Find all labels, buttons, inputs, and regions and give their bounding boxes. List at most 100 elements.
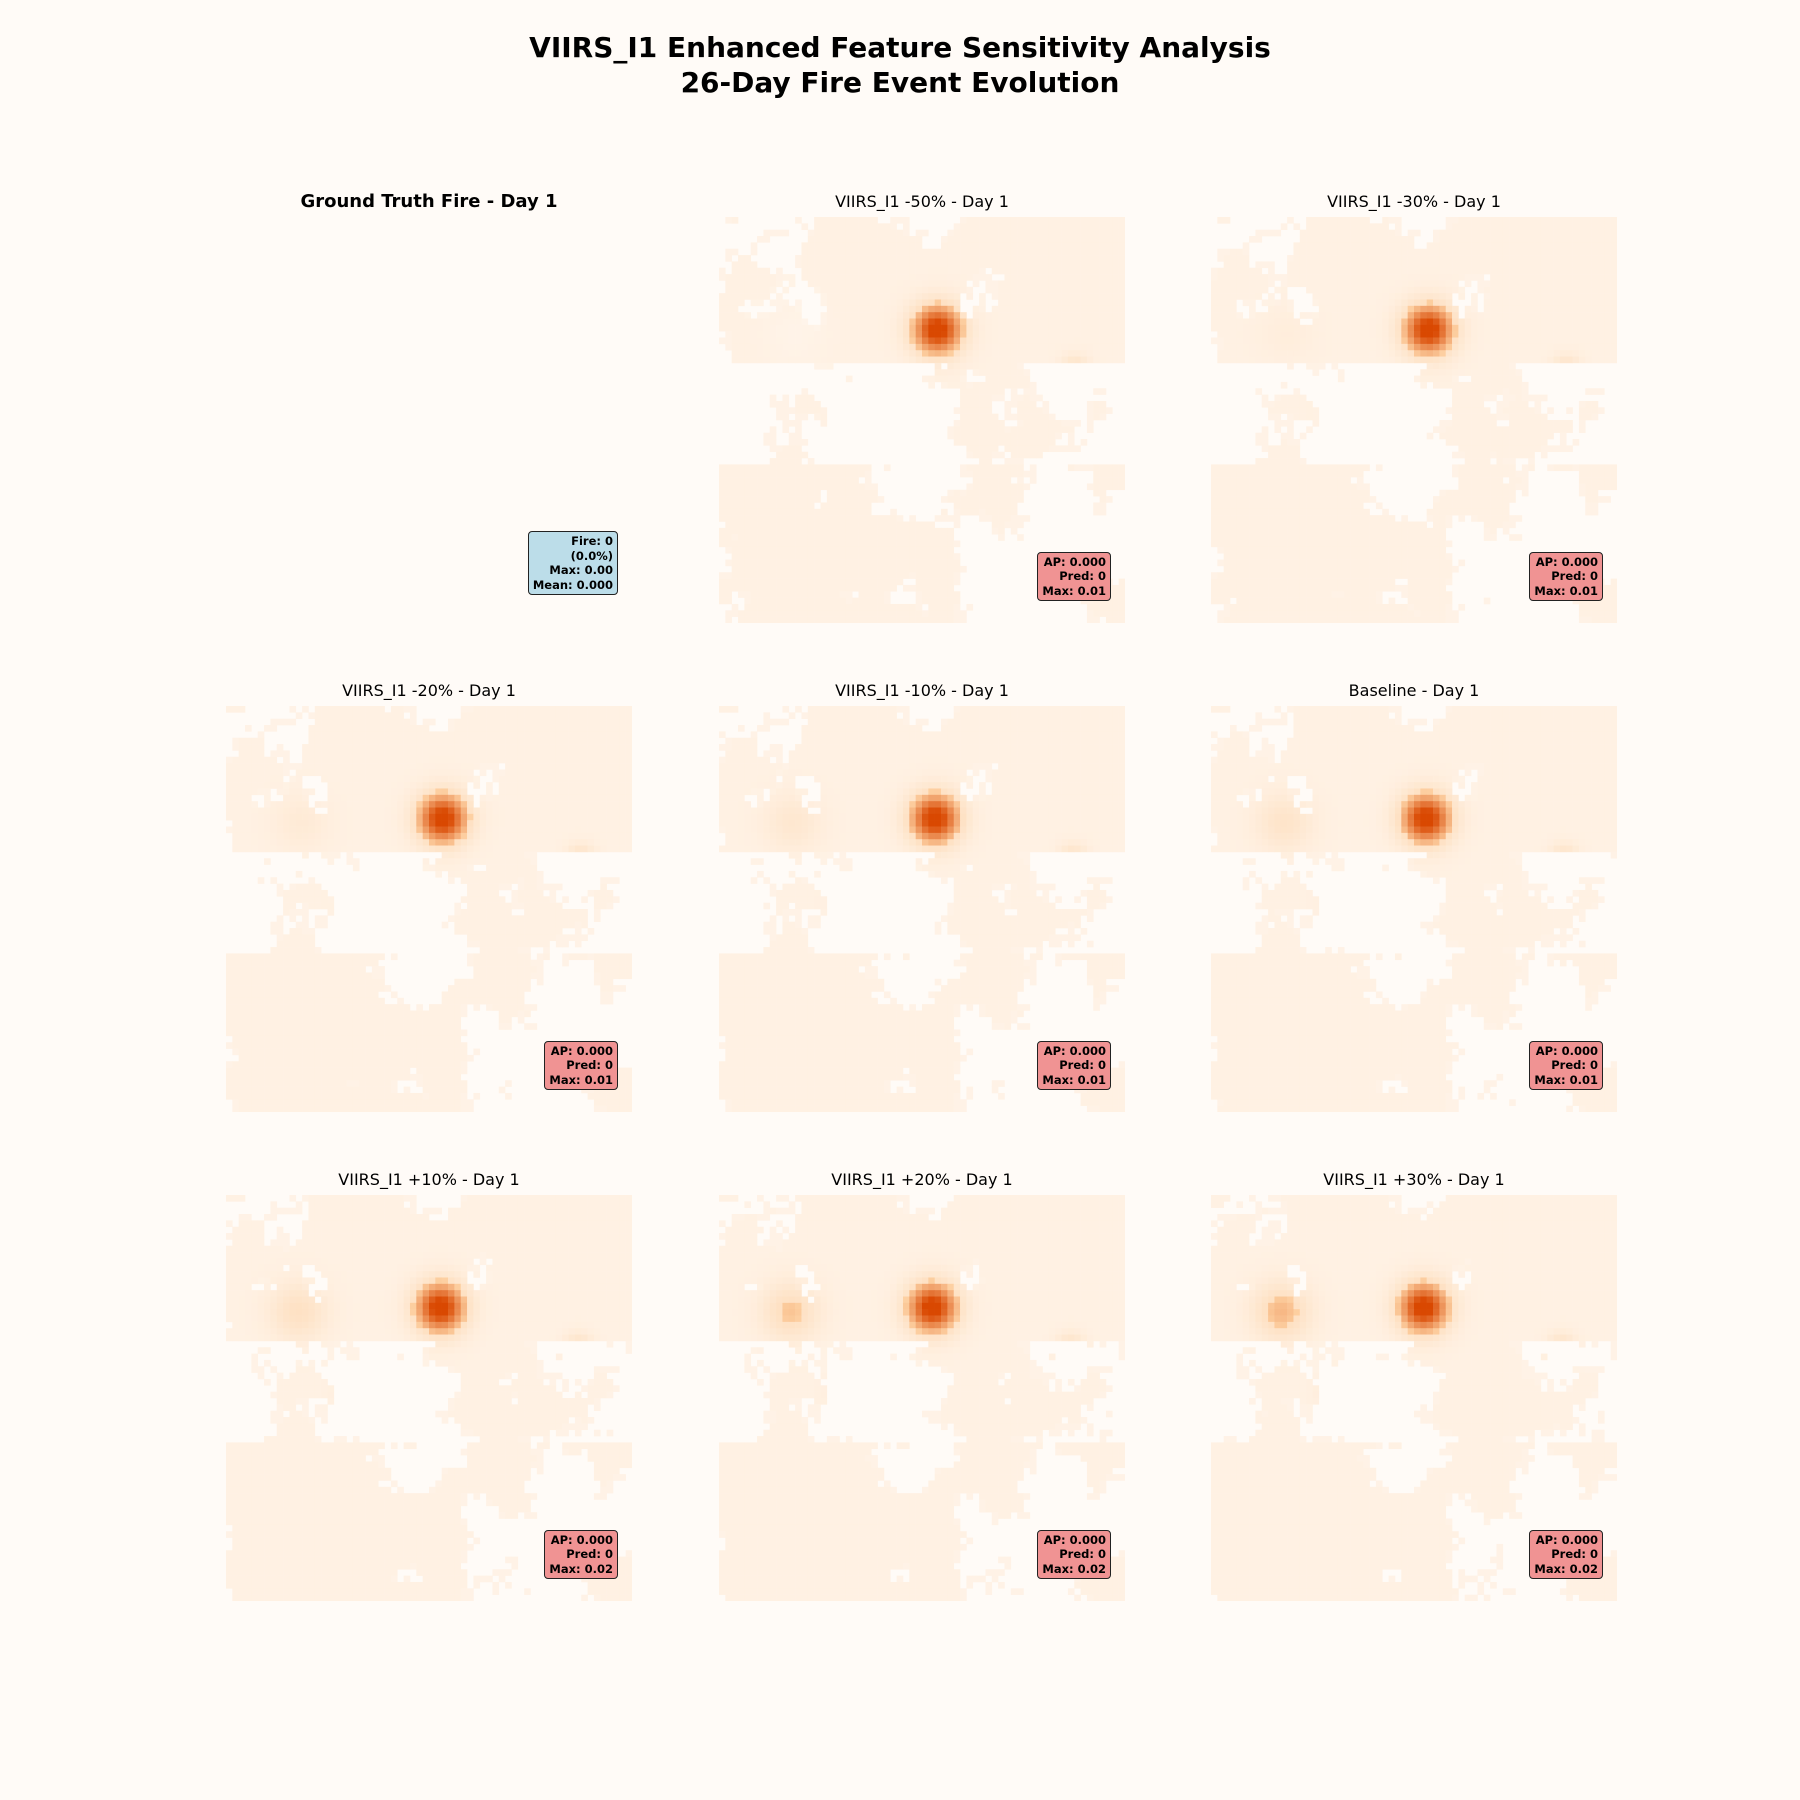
heat-cell <box>1017 445 1024 453</box>
heat-cell <box>807 553 815 560</box>
heat-cell <box>1394 312 1402 319</box>
heat-cell <box>1099 217 1107 224</box>
heat-cell <box>1023 343 1031 351</box>
heat-cell <box>1452 229 1459 237</box>
heat-cell <box>922 318 929 326</box>
heat-cell <box>1236 521 1244 529</box>
heat-cell <box>1211 470 1218 478</box>
heat-cell <box>915 527 923 535</box>
heat-cell <box>1509 470 1516 478</box>
heat-cell <box>922 350 929 357</box>
heat-cell <box>934 293 942 300</box>
heat-cell <box>757 610 764 617</box>
heat-cell <box>1401 540 1408 548</box>
heat-cell <box>1280 534 1288 541</box>
heat-cell <box>1515 420 1523 427</box>
stats-box: Fire: 0 (0.0%) Max: 0.00 Mean: 0.000 <box>527 531 618 595</box>
heat-cell <box>1483 451 1491 459</box>
heat-cell <box>1610 293 1617 300</box>
heat-cell <box>1382 565 1389 573</box>
heat-cell <box>1010 527 1018 535</box>
heat-cell <box>725 521 732 529</box>
heat-cell <box>1086 603 1094 611</box>
heat-cell <box>1004 261 1012 269</box>
heat-cell <box>1312 508 1320 516</box>
heat-cell <box>1597 477 1605 484</box>
heat-cell <box>763 546 771 554</box>
heat-cell <box>1483 483 1491 491</box>
heat-cell <box>1048 267 1056 275</box>
heat-cell <box>1521 255 1529 262</box>
heat-cell <box>991 502 999 510</box>
heat-cell <box>902 267 910 275</box>
heat-cell <box>1211 274 1218 281</box>
heat-cell <box>909 559 916 567</box>
heat-cell <box>1445 274 1453 281</box>
heat-cell <box>820 464 828 472</box>
heat-cell <box>1502 267 1510 275</box>
heat-cell <box>1369 559 1377 567</box>
heat-cell <box>1445 502 1453 510</box>
heat-cell <box>1074 217 1081 224</box>
heat-cell <box>725 527 732 535</box>
heat-cell <box>731 318 739 326</box>
heat-cell <box>788 553 796 560</box>
heat-cell <box>858 324 866 332</box>
heat-cell <box>1426 375 1434 383</box>
heat-cell <box>1312 299 1320 307</box>
heat-cell <box>1515 312 1523 319</box>
heat-cell <box>864 489 872 497</box>
heat-cell <box>719 267 726 275</box>
heat-cell <box>1547 293 1554 300</box>
heat-cell <box>883 331 891 338</box>
heat-cell <box>807 356 815 364</box>
heat-cell <box>1230 527 1237 535</box>
heat-cell <box>953 324 961 332</box>
heat-cell <box>769 324 777 332</box>
heat-cell <box>922 578 929 586</box>
heat-cell <box>1299 236 1307 243</box>
heat-cell <box>1433 280 1440 288</box>
heat-cell <box>947 584 955 592</box>
heat-cell <box>744 489 752 497</box>
heat-cell <box>1337 248 1345 256</box>
heat-cell <box>941 343 948 351</box>
panel-title: VIIRS_I1 -30% - Day 1 <box>1211 192 1617 212</box>
heat-cell <box>1055 426 1062 433</box>
heat-cell <box>1534 439 1542 446</box>
heat-cell <box>1261 470 1269 478</box>
heat-cell <box>1280 331 1288 338</box>
heat-cell <box>1074 248 1081 256</box>
heat-cell <box>839 572 847 579</box>
heat-cell <box>1407 261 1415 269</box>
heat-cell <box>1363 318 1370 326</box>
heat-cell <box>998 369 1005 376</box>
heat-cell <box>1274 337 1282 345</box>
heat-cell <box>1540 248 1548 256</box>
heat-cell <box>782 458 790 465</box>
heat-cell <box>991 375 999 383</box>
heat-cell <box>845 242 853 250</box>
heat-cell <box>1591 502 1599 510</box>
heat-cell <box>1356 324 1364 332</box>
heat-cell <box>1414 534 1421 541</box>
heat-cell <box>928 597 935 605</box>
heat-cell <box>858 527 866 535</box>
heat-cell <box>1528 242 1535 250</box>
heat-cell <box>807 337 815 345</box>
heat-cell <box>750 546 758 554</box>
heat-cell <box>1344 343 1351 351</box>
heat-cell <box>1521 293 1529 300</box>
heat-cell <box>795 477 802 484</box>
heat-cell <box>1407 267 1415 275</box>
heat-cell <box>1477 508 1485 516</box>
heat-cell <box>1452 356 1459 364</box>
heat-cell <box>896 255 904 262</box>
heat-cell <box>890 217 897 224</box>
heat-cell <box>1299 477 1307 484</box>
heat-cell <box>814 343 821 351</box>
heat-cell <box>845 616 853 623</box>
heat-cell <box>947 559 955 567</box>
heat-cell <box>1414 553 1421 560</box>
heat-cell <box>1591 489 1599 497</box>
